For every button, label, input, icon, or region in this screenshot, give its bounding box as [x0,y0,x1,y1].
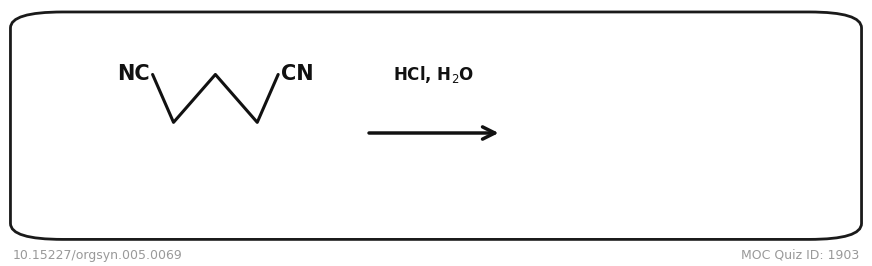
Text: MOC Quiz ID: 1903: MOC Quiz ID: 1903 [740,249,859,262]
Text: 10.15227/orgsyn.005.0069: 10.15227/orgsyn.005.0069 [13,249,183,262]
Text: HCl, H$_2$O: HCl, H$_2$O [393,64,474,85]
Text: NC: NC [118,64,150,85]
Text: CN: CN [281,64,313,85]
